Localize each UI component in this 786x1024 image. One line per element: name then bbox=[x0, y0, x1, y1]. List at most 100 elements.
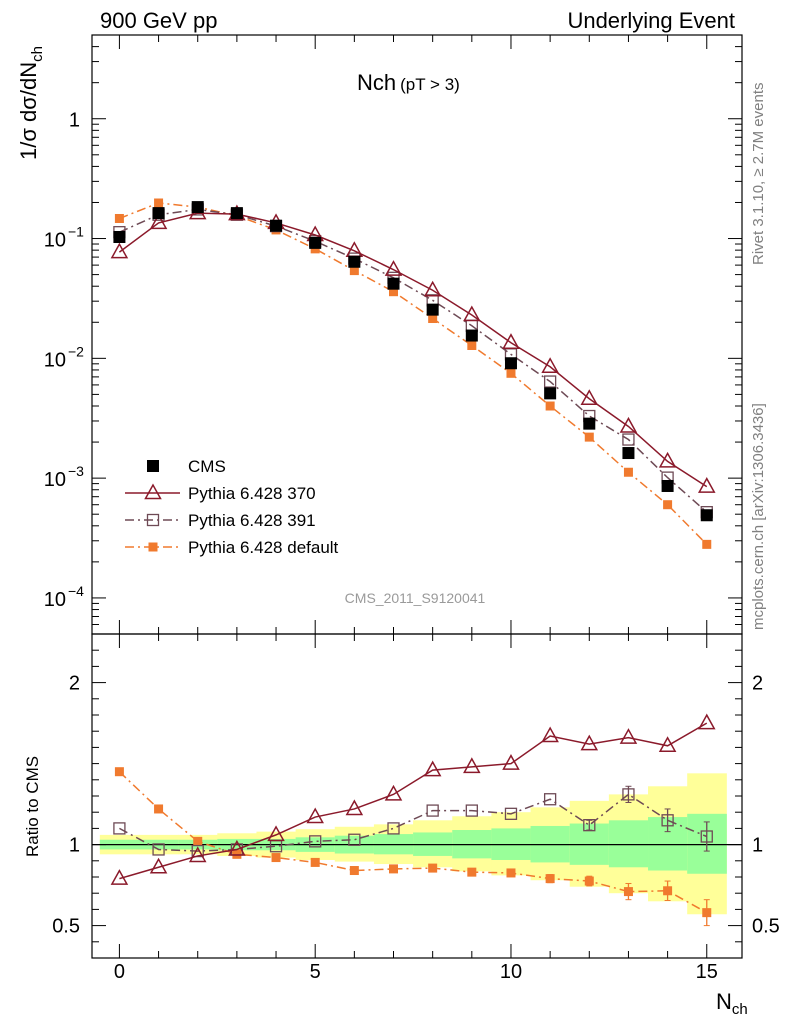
y-axis-label: 1/σ dσ/dNch bbox=[16, 46, 46, 160]
point-pythia-6-428-default-7 bbox=[389, 287, 399, 297]
y-tick-label: 10 bbox=[44, 349, 66, 371]
plot-title-sub: (pT > 3) bbox=[400, 75, 460, 94]
x-axis-label-main: N bbox=[716, 989, 732, 1014]
x-axis-label: Nch bbox=[716, 989, 748, 1018]
ratio-point-pythia-6-428-370-10 bbox=[502, 754, 520, 770]
point-pythia-6-428-default-6 bbox=[349, 266, 359, 276]
ratio-point-pythia-6-428-default-10 bbox=[506, 868, 516, 878]
ratio-point-pythia-6-428-default-2 bbox=[193, 836, 203, 846]
ratio-point-pythia-6-428-391-13 bbox=[622, 788, 635, 801]
ratio-point-pythia-6-428-default-12 bbox=[584, 876, 594, 886]
ratio-y-tick-label-right: 0.5 bbox=[752, 916, 780, 938]
ratio-point-pythia-6-428-default-11 bbox=[545, 874, 555, 884]
x-tick-label-10: 10 bbox=[500, 961, 522, 983]
ratio-point-pythia-6-428-370-5 bbox=[306, 807, 324, 824]
legend-label-pythia-6-428-370: Pythia 6.428 370 bbox=[188, 484, 316, 503]
point-pythia-6-428-default-0 bbox=[114, 213, 124, 223]
ratio-line-pythia-6-428-default bbox=[118, 771, 708, 914]
ratio-point-pythia-6-428-391-5 bbox=[309, 835, 322, 848]
ratio-point-pythia-6-428-370-8 bbox=[423, 760, 442, 777]
legend-label-pythia-6-428-391: Pythia 6.428 391 bbox=[188, 511, 316, 530]
ratio-point-pythia-6-428-370-6 bbox=[345, 799, 364, 816]
ratio-point-pythia-6-428-370-14 bbox=[658, 736, 677, 753]
point-pythia-6-428-391-13 bbox=[622, 433, 635, 446]
point-cms-7 bbox=[387, 277, 400, 290]
y-tick-label-exp: −2 bbox=[68, 343, 84, 359]
point-cms-14 bbox=[661, 479, 674, 492]
point-cms-15 bbox=[700, 509, 713, 522]
ratio-line-pythia-6-428-370 bbox=[119, 722, 708, 880]
point-cms-5 bbox=[309, 236, 322, 249]
series-line-pythia-6-428-391 bbox=[119, 208, 708, 513]
ratio-point-pythia-6-428-default-15 bbox=[702, 908, 712, 918]
point-cms-8 bbox=[426, 303, 439, 316]
ratio-point-pythia-6-428-default-4 bbox=[271, 853, 281, 863]
ratio-point-pythia-6-428-370-15 bbox=[697, 713, 716, 730]
point-pythia-6-428-370-7 bbox=[384, 260, 403, 276]
header-right: Underlying Event bbox=[567, 8, 735, 33]
y-tick-label-exp: −4 bbox=[68, 583, 84, 599]
y-axis-label-main: 1/σ dσ/dN bbox=[16, 62, 41, 160]
ratio-point-pythia-6-428-391-12 bbox=[583, 819, 596, 832]
ratio-point-pythia-6-428-default-13 bbox=[623, 887, 633, 897]
ratio-plot: 0 5 10 15 0.5 0.5 1 1 2 2 bbox=[52, 633, 780, 983]
ratio-point-pythia-6-428-default-1 bbox=[154, 804, 164, 814]
y-tick-label: 10 bbox=[44, 589, 66, 611]
point-pythia-6-428-370-1 bbox=[149, 213, 168, 230]
ratio-point-pythia-6-428-370-2 bbox=[188, 846, 207, 863]
x-axis-label-sub: ch bbox=[732, 1001, 748, 1018]
legend: CMS Pythia 6.428 370 Pythia 6.428 391 Pythi… bbox=[125, 457, 339, 557]
ratio-point-pythia-6-428-370-13 bbox=[619, 728, 638, 744]
point-pythia-6-428-default-14 bbox=[663, 500, 673, 510]
point-pythia-6-428-default-11 bbox=[545, 401, 555, 411]
ratio-y-tick-label: 1 bbox=[69, 835, 80, 857]
ratio-y-tick-label-right: 1 bbox=[752, 835, 763, 857]
ratio-point-pythia-6-428-370-1 bbox=[149, 857, 168, 874]
point-pythia-6-428-370-12 bbox=[580, 389, 599, 405]
point-cms-2 bbox=[191, 201, 204, 214]
point-pythia-6-428-370-15 bbox=[697, 477, 716, 493]
point-cms-10 bbox=[504, 357, 517, 370]
point-pythia-6-428-370-10 bbox=[502, 333, 520, 349]
y-tick-label: 1 bbox=[69, 110, 80, 132]
ratio-point-pythia-6-428-391-9 bbox=[465, 804, 478, 817]
ratio-point-pythia-6-428-default-8 bbox=[428, 863, 438, 873]
point-cms-0 bbox=[113, 230, 126, 243]
ratio-point-pythia-6-428-default-0 bbox=[114, 767, 124, 777]
point-pythia-6-428-default-12 bbox=[584, 432, 594, 442]
point-pythia-6-428-391-11 bbox=[543, 375, 557, 388]
ratio-point-pythia-6-428-370-9 bbox=[463, 757, 481, 774]
ratio-point-pythia-6-428-391-0 bbox=[113, 822, 126, 835]
ratio-point-pythia-6-428-default-7 bbox=[389, 864, 399, 874]
point-pythia-6-428-default-13 bbox=[623, 467, 633, 477]
ratio-point-pythia-6-428-default-5 bbox=[310, 857, 320, 867]
band-green-13 bbox=[608, 820, 649, 868]
ratio-point-pythia-6-428-370-11 bbox=[541, 726, 559, 743]
rivet-label: Rivet 3.1.10, ≥ 2.7M events bbox=[750, 83, 767, 266]
ratio-point-pythia-6-428-default-6 bbox=[349, 866, 359, 876]
point-cms-3 bbox=[230, 207, 243, 220]
point-pythia-6-428-370-13 bbox=[619, 416, 638, 433]
point-pythia-6-428-default-1 bbox=[154, 198, 164, 208]
legend-marker-pythia-6-428-391 bbox=[146, 513, 160, 527]
point-pythia-6-428-370-8 bbox=[423, 280, 442, 297]
y-axis-label-sub: ch bbox=[29, 46, 46, 62]
y-tick-label: 10 bbox=[44, 230, 66, 252]
point-cms-13 bbox=[622, 447, 635, 460]
point-pythia-6-428-370-9 bbox=[463, 305, 481, 322]
ratio-point-pythia-6-428-391-6 bbox=[348, 833, 361, 846]
ratio-y-tick-label: 2 bbox=[69, 673, 80, 695]
ratio-y-tick-label: 0.5 bbox=[52, 916, 80, 938]
point-pythia-6-428-default-9 bbox=[467, 340, 477, 350]
ratio-point-pythia-6-428-default-14 bbox=[663, 886, 673, 896]
point-cms-9 bbox=[465, 329, 478, 342]
series-line-pythia-6-428-370 bbox=[118, 212, 708, 488]
ratio-point-pythia-6-428-391-15 bbox=[700, 830, 713, 843]
x-tick-label-15: 15 bbox=[696, 961, 718, 983]
point-pythia-6-428-default-15 bbox=[702, 539, 712, 549]
point-cms-4 bbox=[270, 219, 283, 232]
point-pythia-6-428-370-11 bbox=[541, 357, 559, 374]
legend-marker-pythia-6-428-370 bbox=[144, 483, 162, 500]
ratio-point-pythia-6-428-370-12 bbox=[580, 734, 599, 751]
